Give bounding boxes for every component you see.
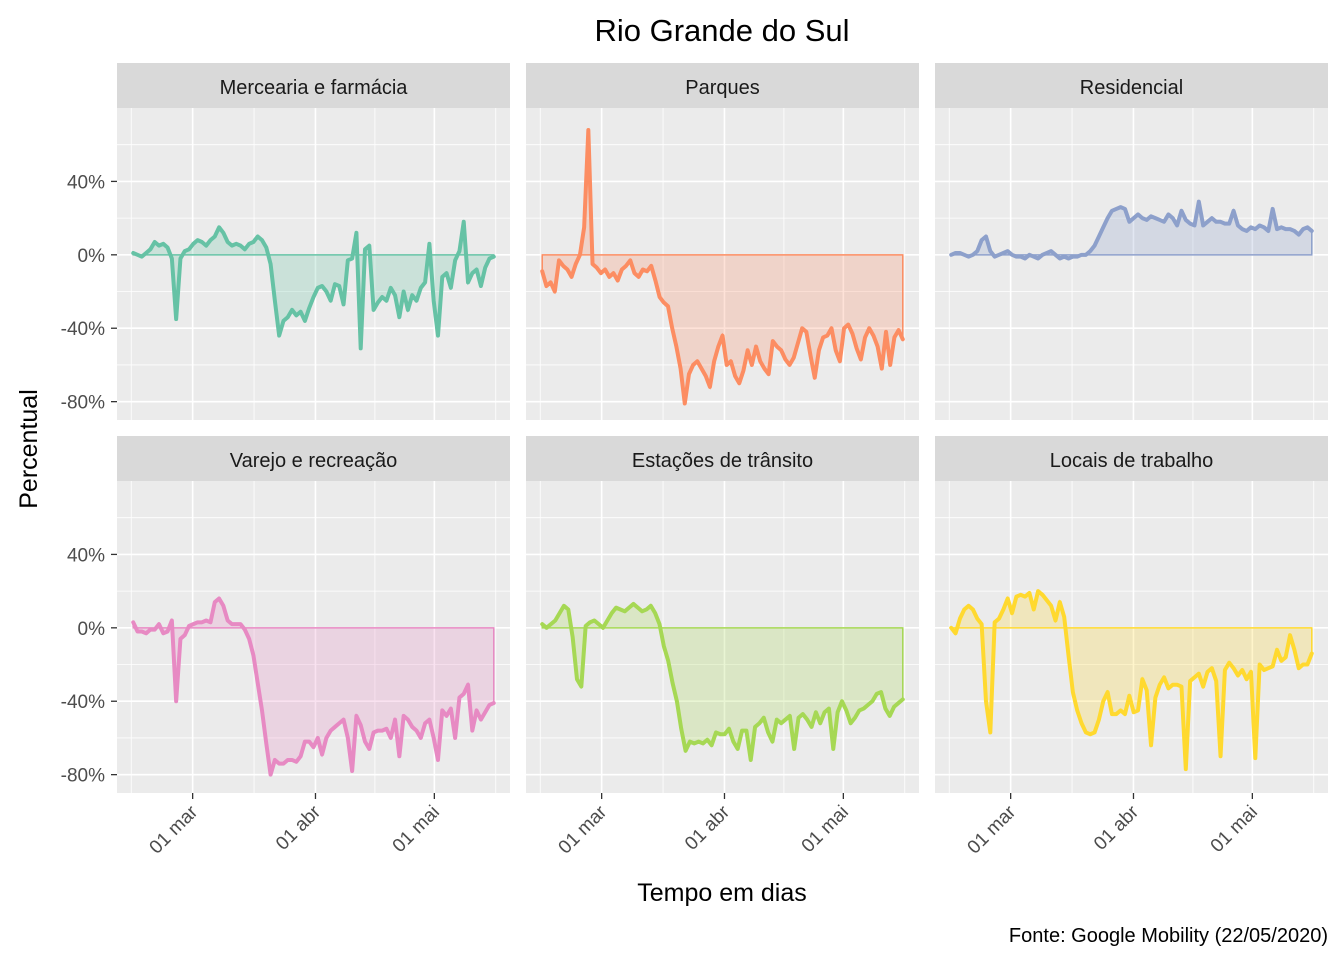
strip-locais-de-trabalho [935,436,1328,481]
x-tick-label: 01 mai [389,802,444,857]
panel-locais-de-trabalho: Locais de trabalho [935,436,1328,793]
y-tick-label: 40% [67,545,105,566]
y-tick-label: 0% [78,619,106,640]
line-estacoes-de-transito [540,601,905,762]
panel-varejo-e-recreacao: Varejo e recreação [117,436,510,793]
strip-label-parques: Parques [685,77,760,99]
x-tick-label: 01 mar [146,801,203,858]
strip-estacoes-de-transito [526,436,919,481]
strip-varejo-e-recreacao [117,436,510,481]
panel-background [935,481,1328,793]
line-varejo-e-recreacao [131,596,496,777]
y-tick-label: -40% [61,692,105,713]
panel-parques: Parques [526,63,919,420]
strip-label-mercearia-e-farmacia: Mercearia e farmácia [220,77,409,99]
panel-residencial: Residencial [935,63,1328,420]
panel-background [117,108,510,420]
x-tick-label: 01 mar [555,801,612,858]
line-residencial [949,199,1314,261]
line-parques [540,128,905,406]
y-tick-label: -40% [61,319,105,340]
x-tick-label: 01 mai [1207,802,1262,857]
strip-mercearia-e-farmacia [117,63,510,108]
line-mercearia-e-farmacia [131,219,496,351]
line-locais-de-trabalho [949,589,1314,772]
y-tick-label: 40% [67,172,105,193]
strip-label-locais-de-trabalho: Locais de trabalho [1050,450,1213,472]
x-tick-label: 01 mar [964,801,1021,858]
x-tick-label: 01 abr [681,801,734,854]
x-axis-title: Tempo em dias [637,879,807,907]
strip-label-estacoes-de-transito: Estações de trânsito [632,450,813,472]
strip-label-residencial: Residencial [1080,77,1183,99]
chart-title: Rio Grande do Sul [594,13,849,48]
panel-background [526,481,919,793]
panel-mercearia-e-farmacia: Mercearia e farmácia [117,63,510,420]
y-tick-label: -80% [61,393,105,414]
strip-residencial [935,63,1328,108]
y-tick-label: -80% [61,766,105,787]
panel-estacoes-de-transito: Estações de trânsito [526,436,919,793]
x-tick-label: 01 mai [798,802,853,857]
facet-panels: Mercearia e farmácia Parques Residencial Va… [117,63,1328,793]
strip-label-varejo-e-recreacao: Varejo e recreação [230,450,398,472]
x-tick-label: 01 abr [272,801,325,854]
caption: Fonte: Google Mobility (22/05/2020) [1009,925,1328,947]
panel-background [935,108,1328,420]
x-tick-label: 01 abr [1090,801,1143,854]
y-axis-title: Percentual [15,389,43,509]
strip-parques [526,63,919,108]
y-tick-label: 0% [78,246,106,267]
gridlines [117,108,510,420]
